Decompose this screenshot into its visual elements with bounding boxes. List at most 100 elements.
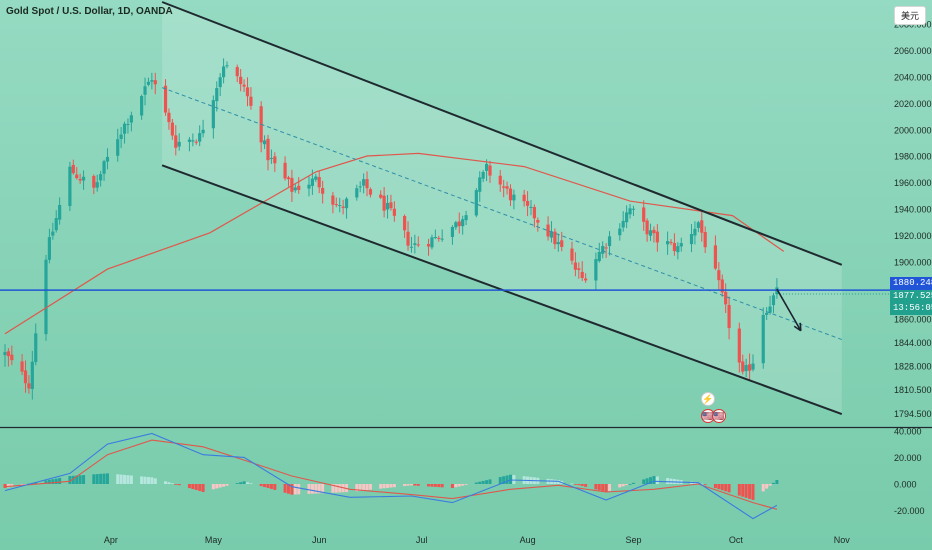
candle-body — [481, 171, 485, 179]
macd-histogram-bar — [218, 484, 222, 488]
candle-body — [218, 77, 222, 88]
macd-histogram-bar — [95, 474, 99, 484]
candle-body — [286, 177, 291, 180]
flag-icon-2[interactable]: 🇺🇸 — [712, 409, 726, 423]
candle-body — [262, 140, 267, 145]
macd-histogram-bar — [44, 480, 48, 484]
candle-body — [392, 208, 396, 216]
macd-histogram-bar — [47, 479, 51, 484]
candle-body — [553, 231, 557, 245]
candle-body — [211, 100, 215, 129]
price-axis-tick: 1794.500 — [894, 409, 932, 419]
candle-body — [126, 123, 130, 125]
candle-body — [95, 182, 99, 188]
channel-mid-line[interactable] — [161, 87, 842, 341]
macd-histogram-bar — [146, 477, 150, 484]
flash-icon[interactable]: ⚡ — [701, 392, 715, 406]
candle-body — [314, 176, 318, 180]
axes: 2080.0002060.0002040.0002020.0002000.000… — [104, 20, 932, 546]
candle-body — [406, 231, 410, 246]
candle-body — [215, 88, 219, 102]
macd-histogram-bar — [321, 484, 325, 494]
macd-histogram-bar — [744, 484, 748, 498]
macd-histogram-bar — [584, 484, 588, 487]
macd-histogram-bar — [577, 484, 581, 486]
macd-histogram-bar — [334, 484, 338, 493]
candle-body — [666, 241, 670, 245]
price-axis-tick: 1960.000 — [894, 178, 932, 188]
projection-arrow[interactable] — [776, 288, 802, 332]
time-axis-tick: Jun — [312, 535, 327, 545]
macd-histogram-bar — [365, 484, 369, 491]
macd-histogram-bar — [164, 481, 168, 484]
price-pane[interactable] — [0, 1, 890, 416]
candle-body — [474, 190, 478, 216]
candle-body — [191, 140, 195, 142]
candle-body — [536, 219, 540, 223]
macd-histogram-bar — [68, 476, 72, 484]
candle-body — [580, 271, 584, 278]
candle-body — [761, 314, 765, 364]
macd-histogram-bar — [570, 483, 574, 485]
candle-body — [409, 246, 414, 248]
macd-axis-tick: 40.000 — [894, 426, 922, 436]
macd-histogram-bar — [51, 479, 55, 484]
candle-body — [331, 195, 335, 205]
macd-histogram-bar — [140, 476, 144, 484]
macd-histogram-bar — [717, 484, 721, 490]
candle-body — [58, 205, 62, 220]
macd-histogram-bar — [242, 481, 246, 484]
macd-histogram-bar — [700, 483, 704, 485]
candle-body — [679, 243, 683, 247]
macd-pane[interactable] — [3, 432, 779, 520]
candle-body — [153, 80, 157, 85]
currency-button[interactable]: 美元 — [893, 6, 926, 25]
candle-body — [245, 87, 250, 97]
candle-body — [584, 278, 588, 281]
price-axis-tick: 1940.000 — [894, 205, 932, 215]
macd-histogram-bar — [556, 480, 560, 484]
macd-histogram-bar — [594, 484, 598, 490]
macd-axis-tick: 20.000 — [894, 453, 922, 463]
candle-body — [454, 222, 458, 228]
macd-histogram-bar — [430, 484, 434, 487]
macd-histogram-bar — [249, 483, 253, 485]
candle-body — [283, 162, 287, 179]
macd-histogram-bar — [505, 475, 509, 484]
candle-body — [703, 232, 707, 248]
candle-body — [221, 66, 226, 78]
candle-body — [75, 174, 79, 179]
candle-body — [143, 86, 147, 95]
price-axis-tick: 2040.000 — [894, 73, 932, 83]
candle-body — [416, 244, 420, 246]
macd-histogram-bar — [601, 484, 605, 492]
macd-histogram-bar — [10, 484, 14, 487]
macd-histogram-bar — [703, 484, 707, 485]
candle-body — [450, 226, 455, 237]
macd-histogram-bar — [314, 484, 318, 494]
macd-histogram-bar — [174, 484, 178, 485]
candle-body — [10, 354, 14, 361]
time-axis-tick: Apr — [104, 535, 118, 545]
candle-body — [201, 129, 205, 134]
macd-histogram-bar — [724, 484, 728, 492]
macd-histogram-bar — [379, 484, 383, 489]
channel-upper-line[interactable] — [161, 1, 843, 266]
candle-body — [546, 224, 550, 237]
macd-histogram-bar — [512, 475, 516, 484]
macd-histogram-bar — [765, 484, 769, 489]
candle-body — [720, 279, 724, 293]
candle-body — [23, 370, 28, 384]
candle-body — [570, 248, 574, 261]
macd-histogram-bar — [331, 484, 335, 493]
candle-body — [334, 204, 338, 206]
candle-body — [20, 361, 24, 372]
macd-histogram-bar — [761, 484, 765, 492]
candle-body — [403, 216, 407, 231]
candle-body — [177, 141, 181, 147]
macd-line — [4, 432, 778, 520]
candle-body — [368, 189, 373, 195]
candle-body — [170, 122, 174, 136]
macd-histogram-bar — [628, 484, 632, 485]
